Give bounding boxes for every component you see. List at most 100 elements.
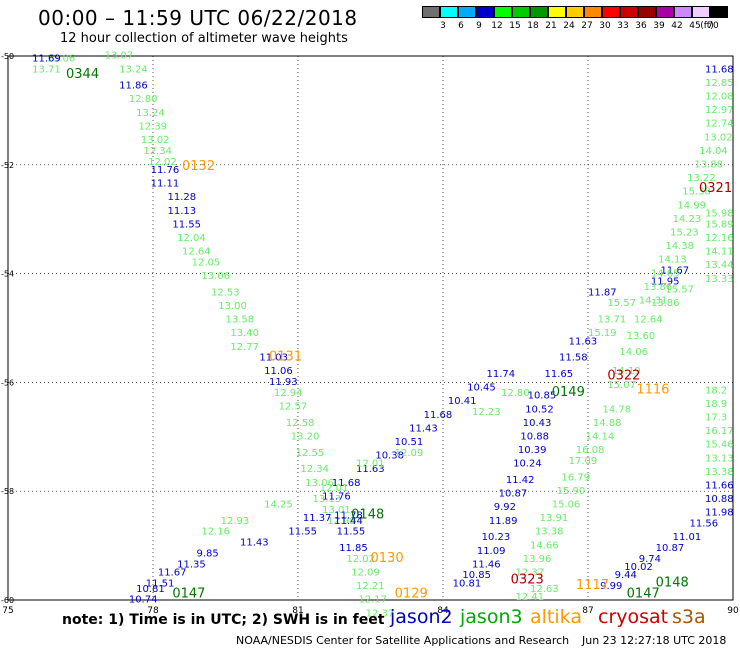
wave-height-value: 11.93 [269,377,298,388]
color-scale-swatch [566,6,584,18]
wave-height-value: 13.06 [305,478,334,489]
wave-height-value: 14.38 [665,241,694,252]
wave-height-value: 12.02 [148,157,177,168]
wave-height-value: 10.38 [375,451,404,462]
wave-height-value: 11.78 [334,510,363,521]
plot-frame [7,55,734,601]
wave-height-value: 12.64 [182,247,211,258]
wave-height-value: 12.74 [705,119,734,130]
wave-height-value: 12.37 [516,568,545,579]
pass-time-label: 0129 [395,586,428,601]
wave-height-value: 11.42 [506,475,535,486]
wave-height-value: 11.67 [661,266,690,277]
pass-time-label: 0323 [511,573,544,588]
wave-height-value: 9.99 [600,581,622,592]
wave-height-value: 10.41 [448,396,477,407]
wave-height-value: 12.01 [320,483,349,494]
wave-height-value: 13.01 [322,505,351,516]
wave-height-value: 13.13 [313,494,342,505]
wave-height-value: 13.86 [651,298,680,309]
wave-height-value: 12.34 [300,464,329,475]
wave-height-value: 10.23 [482,532,511,543]
color-scale-label: 39 [653,21,665,31]
wave-height-value: 13.13 [705,453,734,464]
wave-height-value: 14.19 [612,366,641,377]
wave-height-value: 10.39 [518,445,547,456]
wave-height-value: 12.58 [286,418,315,429]
color-scale-swatch [692,6,710,18]
wave-height-value: 13.91 [540,513,569,524]
wave-height-value: 13.60 [627,331,656,342]
wave-height-value: 12.34 [143,146,172,157]
wave-height-value: 10.24 [513,459,542,470]
wave-height-value: 12.85 [705,78,734,89]
pass-time-label: 0321 [699,181,732,196]
wave-height-value: 12.23 [472,407,501,418]
wave-height-value: 13.00 [218,301,247,312]
wave-height-value: 14.14 [586,432,615,443]
wave-height-value: 13.02 [704,132,733,143]
wave-height-value: 12.17 [358,595,387,606]
axes: 75 78 81 84 87 90 -50 -52 -54 -56 -58 -60 [1,52,739,616]
wave-height-value: 11.03 [259,353,288,364]
wave-height-value: 11.63 [569,336,598,347]
wave-height-value: 13.71 [598,315,627,326]
wave-height-value: 11.85 [339,543,368,554]
color-scale-label: 27 [581,21,593,31]
wave-height-value: 15.19 [588,328,617,339]
legend-jason2: jason2 [390,606,453,628]
color-scale-label: 70 [707,21,719,31]
wave-height-value: 11.28 [168,192,197,203]
wave-height-value: 14.13 [658,255,687,266]
color-scale-swatch [476,6,494,18]
y-tick-label: -50 [1,52,14,61]
wave-height-value: 14.06 [619,347,648,358]
wave-height-value: 14.04 [699,146,728,157]
color-scale-swatch [530,6,548,18]
wave-height-value: 10.43 [523,418,552,429]
color-scale-swatch [422,6,440,18]
color-scale-swatch [602,6,620,18]
x-tick-label: 75 [2,606,13,616]
wave-height-value: 11.11 [151,179,180,190]
wave-height-value: 13.38 [705,467,734,478]
page-title: 00:00 – 11:59 UTC 06/22/2018 [38,6,358,30]
wave-height-value: 13.44 [705,260,734,271]
y-tick-label: -54 [1,270,14,279]
wave-height-value: 14.78 [603,404,632,415]
wave-height-value: 12.80 [501,388,530,399]
color-scale-swatch [584,6,602,18]
wave-height-value: 9.74 [639,554,661,565]
legend-jason3: jason3 [460,606,523,628]
wave-height-value: 10.81 [136,584,165,595]
wave-height-value: 13.86 [644,282,673,293]
wave-height-value: 11.74 [487,369,516,380]
color-scale-swatch [494,6,512,18]
wave-height-value: 13.02 [141,135,170,146]
wave-height-value: 11.43 [240,538,269,549]
color-scale-label: 12 [491,21,503,31]
wave-height-value: 15.90 [557,486,586,497]
color-scale-swatch [512,6,530,18]
wave-height-value: 12.80 [129,94,158,105]
wave-height-value: 10.51 [395,437,424,448]
wave-height-value: 11.44 [334,516,363,527]
wave-height-value: 13.06 [47,53,76,64]
x-tick-label: 90 [727,606,739,616]
wave-height-value: 15.06 [552,500,581,511]
wave-height-value: 11.01 [673,532,702,543]
color-scale-label: 3 [440,21,446,31]
time-labels: 0344 0132 0131 0148 0130 0129 0147 0149 03221116… [66,67,732,602]
wave-height-value: 18.2 [705,385,727,396]
wave-height-value: 14.99 [677,200,706,211]
wave-height-value: 9.85 [197,548,219,559]
color-scale-label: 45 [689,21,701,31]
legend-altika: altika [530,606,582,628]
x-tick-label: 78 [147,606,159,616]
wave-height-value: 11.65 [545,369,574,380]
wave-height-value: 12.37 [366,608,395,619]
wave-height-value: 14.11 [705,247,734,258]
legend-cryosat: cryosat [598,606,669,628]
color-scale-label: 21 [545,21,557,31]
